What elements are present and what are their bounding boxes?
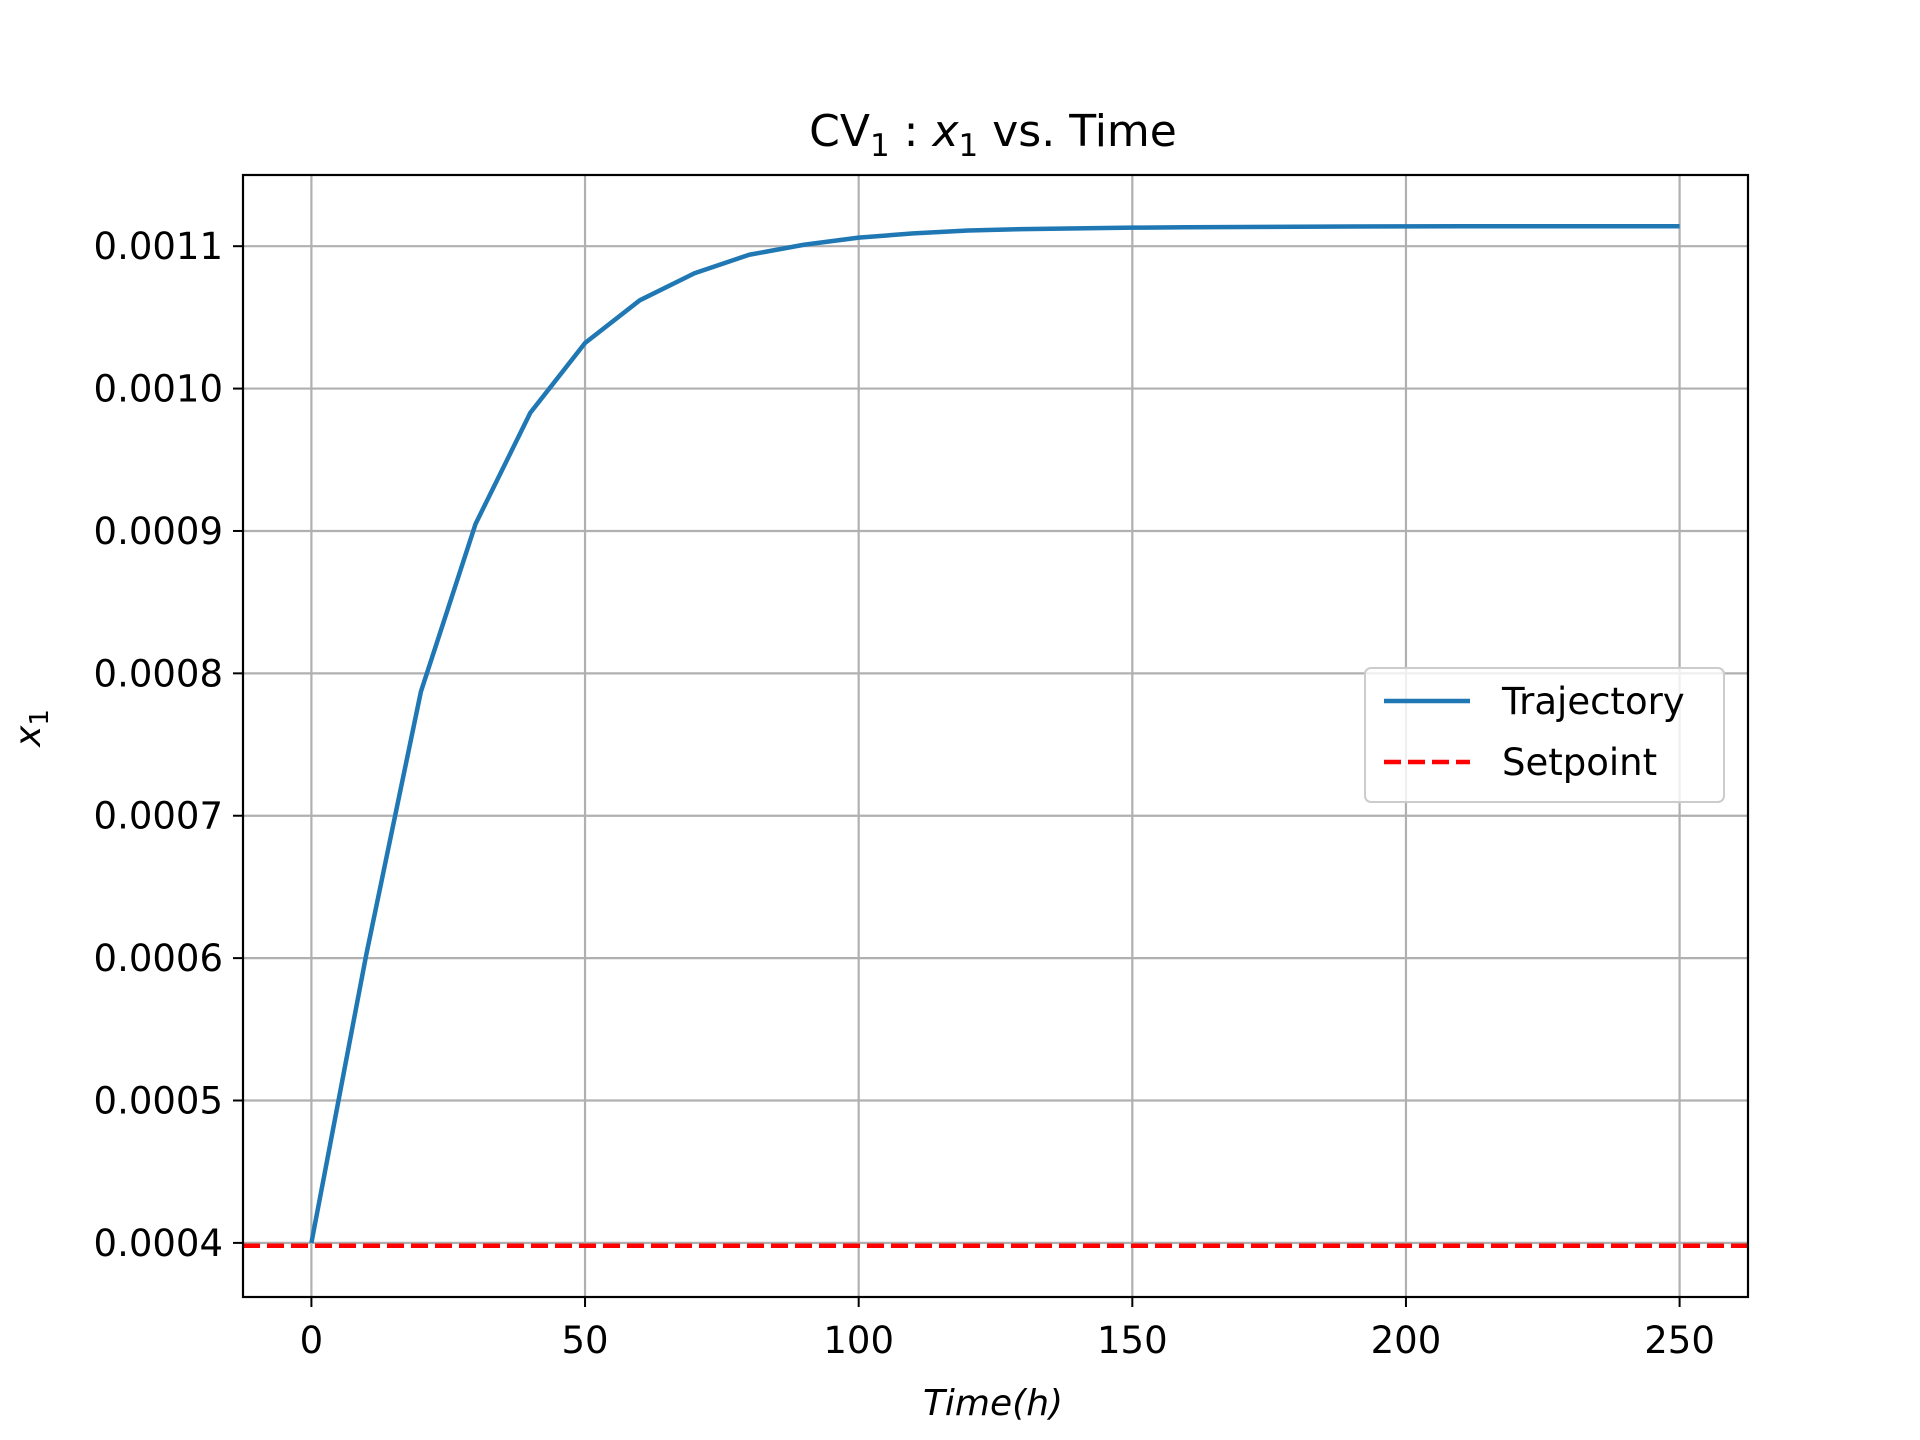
x-tick-label: 250: [1644, 1319, 1715, 1362]
x-axis-label-main: Time: [923, 1383, 1012, 1424]
y-tick-label: 0.0005: [94, 1080, 223, 1123]
y-tick-label: 0.0011: [94, 225, 223, 268]
tick-marks: [233, 245, 1681, 1307]
y-tick-label: 0.0006: [94, 937, 223, 980]
x-tick-labels: 0 50 100 150 200 250: [300, 1319, 1715, 1362]
y-axis-label-subscript: 1: [25, 709, 55, 726]
title-suffix: vs. Time: [978, 106, 1177, 157]
axes: [241, 173, 1750, 1299]
legend: Trajectory Setpoint: [1364, 667, 1725, 803]
title-prefix: CV: [809, 106, 870, 157]
plot-area: [243, 224, 1748, 1248]
x-axis-label: Time(h): [923, 1383, 1063, 1424]
y-axis-label: x1: [8, 709, 55, 748]
y-tick-label: 0.0009: [94, 510, 223, 553]
title-variable: x: [930, 106, 959, 157]
x-tick-label: 150: [1097, 1319, 1168, 1362]
y-tick-label: 0.0010: [94, 368, 223, 411]
y-tick-label: 0.0007: [94, 795, 223, 838]
legend-label-setpoint: Setpoint: [1502, 741, 1657, 784]
y-axis-label-variable: x: [8, 725, 49, 748]
legend-label-trajectory: Trajectory: [1501, 680, 1685, 723]
y-tick-label: 0.0004: [94, 1222, 223, 1265]
x-tick-label: 100: [823, 1319, 894, 1362]
title-variable-subscript: 1: [959, 128, 979, 164]
axes-frame: [241, 173, 1750, 1299]
y-tick-labels: 0.0004 0.0005 0.0006 0.0007 0.0008 0.0009 0.00…: [94, 225, 223, 1265]
x-tick-label: 50: [561, 1319, 608, 1362]
x-tick-label: 200: [1371, 1319, 1442, 1362]
title-prefix-subscript: 1: [870, 128, 890, 164]
y-tick-label: 0.0008: [94, 652, 223, 695]
title-separator: :: [890, 106, 933, 157]
x-axis-label-unit: (h): [1012, 1383, 1063, 1424]
x-tick-label: 0: [300, 1319, 324, 1362]
series-line-trajectory: [309, 224, 1680, 1244]
chart-title: CV1 : x1 vs. Time: [809, 106, 1177, 164]
